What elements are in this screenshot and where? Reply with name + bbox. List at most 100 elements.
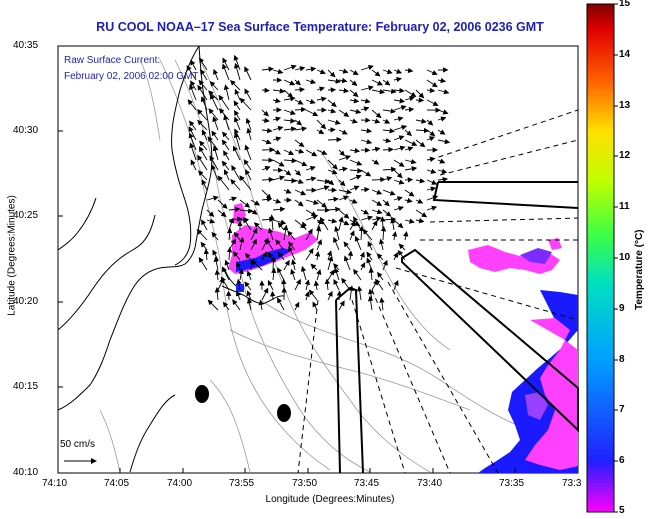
current-vector xyxy=(382,118,391,124)
current-vector xyxy=(305,98,316,105)
y-tick-label: 40:25 xyxy=(13,210,39,221)
current-vector xyxy=(349,98,360,104)
current-vector xyxy=(426,69,438,76)
current-vector xyxy=(187,99,197,111)
current-vector xyxy=(393,124,408,131)
current-vector xyxy=(190,59,197,71)
current-vector xyxy=(275,239,285,251)
current-vector xyxy=(380,225,387,241)
current-vector xyxy=(283,109,296,115)
current-vector xyxy=(349,220,356,231)
current-vector xyxy=(198,146,208,161)
current-vector xyxy=(382,69,393,75)
legend-line-1: Raw Surface Current: xyxy=(64,55,161,66)
current-vector xyxy=(234,88,241,101)
current-vector xyxy=(226,227,233,241)
y-tick-label: 40:35 xyxy=(13,40,39,51)
current-vector xyxy=(367,240,373,251)
current-vector xyxy=(327,119,341,125)
current-vector xyxy=(426,179,438,185)
current-vector xyxy=(382,189,396,196)
current-vector xyxy=(233,231,241,241)
current-vector xyxy=(338,166,348,172)
current-vector xyxy=(200,69,208,81)
current-vector xyxy=(261,109,269,117)
current-vector xyxy=(197,154,208,171)
current-vector xyxy=(338,149,346,157)
colorbar-label: Temperature (°C) xyxy=(634,229,645,311)
current-vector xyxy=(294,139,305,148)
current-vector xyxy=(324,278,331,291)
current-vector xyxy=(231,165,241,181)
current-vector xyxy=(199,140,208,151)
current-vector xyxy=(305,248,314,261)
current-vector xyxy=(305,66,317,72)
current-vector xyxy=(393,196,403,202)
colorbar xyxy=(586,3,615,513)
current-vector xyxy=(213,256,219,271)
current-vector xyxy=(437,168,448,174)
current-vector xyxy=(371,209,383,215)
current-vector xyxy=(239,199,251,208)
current-vector xyxy=(272,149,281,155)
current-vector xyxy=(283,169,292,176)
current-vector xyxy=(382,128,395,134)
current-vector xyxy=(230,179,241,191)
current-vector xyxy=(223,169,230,181)
current-vector xyxy=(349,198,358,204)
current-vector xyxy=(267,279,274,291)
current-vector xyxy=(186,65,197,81)
current-vector xyxy=(397,249,406,261)
current-vector xyxy=(278,251,285,261)
current-vector xyxy=(239,236,245,251)
current-vector xyxy=(239,208,254,214)
current-vector xyxy=(327,218,338,224)
current-vector xyxy=(200,96,208,111)
current-vector xyxy=(347,250,354,261)
current-vector xyxy=(378,238,385,251)
current-vector xyxy=(294,119,303,126)
current-vector xyxy=(209,81,219,91)
current-vector xyxy=(359,251,365,261)
current-vector xyxy=(196,229,208,241)
current-vector xyxy=(261,87,270,93)
current-vector xyxy=(283,126,297,132)
current-vector xyxy=(283,157,298,164)
current-vector xyxy=(210,93,219,111)
current-vector xyxy=(261,127,273,134)
current-vector xyxy=(315,225,322,241)
current-vector xyxy=(265,238,274,251)
current-vector xyxy=(360,85,374,91)
current-vector xyxy=(305,149,318,157)
island-1 xyxy=(195,385,209,403)
current-vector xyxy=(244,66,252,81)
current-vector xyxy=(360,106,370,112)
current-vector xyxy=(261,66,274,72)
current-vector xyxy=(224,259,230,271)
x-tick-marks xyxy=(57,468,516,473)
current-vector xyxy=(360,262,366,271)
current-vector xyxy=(272,206,286,212)
current-vector xyxy=(371,159,380,165)
current-vector xyxy=(250,227,258,241)
coastline xyxy=(57,45,285,473)
current-vector xyxy=(235,290,241,301)
current-vector xyxy=(426,119,434,126)
current-vector xyxy=(360,139,373,145)
current-vector xyxy=(415,178,426,184)
current-vector xyxy=(272,219,287,225)
current-vector xyxy=(234,62,241,81)
current-vector xyxy=(338,216,344,231)
current-vector xyxy=(338,179,346,187)
current-vector xyxy=(234,110,241,121)
current-vector xyxy=(316,199,328,208)
current-vector xyxy=(393,98,406,104)
current-vector xyxy=(258,299,264,311)
current-vector xyxy=(222,63,230,81)
current-vector xyxy=(211,231,219,241)
current-vector xyxy=(288,245,296,261)
y-tick-label: 40:10 xyxy=(13,467,39,478)
current-vector xyxy=(305,165,316,171)
current-vector xyxy=(426,129,436,137)
current-vector xyxy=(201,219,208,231)
